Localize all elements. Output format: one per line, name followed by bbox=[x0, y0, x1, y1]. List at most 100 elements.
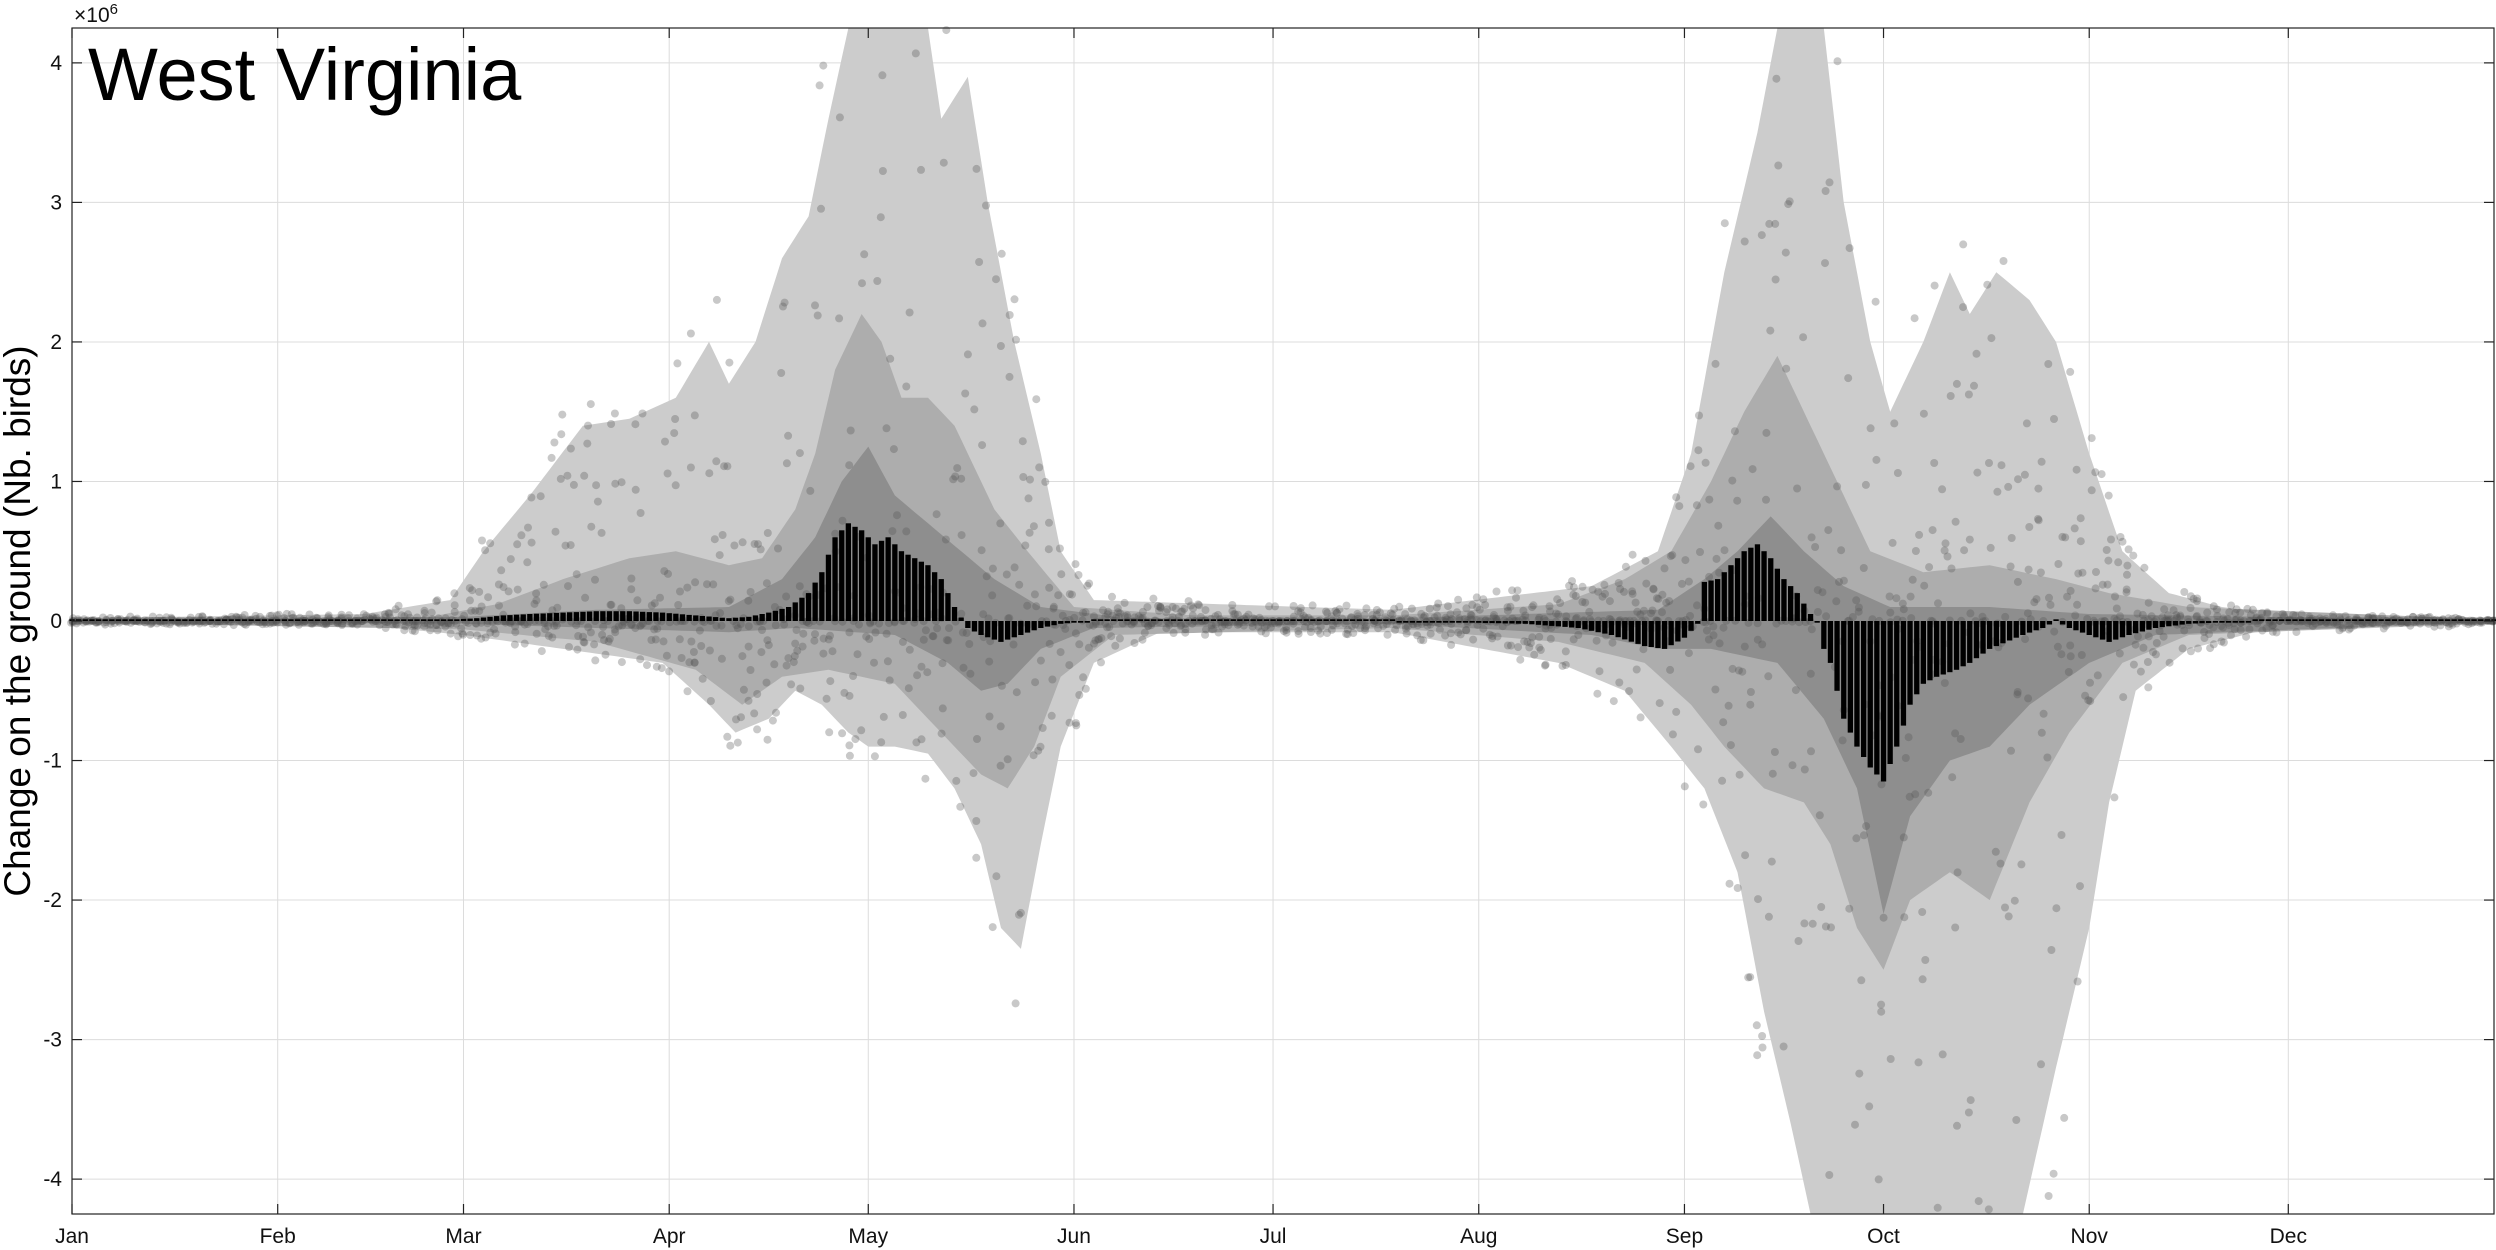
scatter-point bbox=[712, 621, 721, 630]
scatter-point bbox=[1446, 629, 1455, 638]
net-change-bar bbox=[839, 530, 845, 621]
scatter-point bbox=[1202, 625, 1210, 634]
scatter-point bbox=[544, 622, 553, 631]
scatter-point bbox=[789, 658, 798, 667]
scatter-point bbox=[547, 453, 556, 462]
scatter-point bbox=[963, 350, 972, 359]
scatter-point bbox=[1329, 621, 1337, 630]
scatter-point bbox=[1658, 608, 1666, 617]
net-change-bar bbox=[1947, 621, 1953, 673]
net-change-bar bbox=[1894, 621, 1900, 747]
scatter-point bbox=[1188, 611, 1197, 620]
scatter-point bbox=[1953, 868, 1962, 877]
net-change-bar bbox=[2464, 619, 2471, 621]
scatter-point bbox=[1715, 568, 1724, 577]
net-change-bar bbox=[2152, 621, 2159, 628]
scatter-point bbox=[2305, 612, 2314, 621]
scatter-point bbox=[1799, 333, 1808, 342]
scatter-point bbox=[779, 302, 787, 311]
scatter-point bbox=[572, 621, 581, 630]
scatter-point bbox=[1120, 612, 1129, 621]
scatter-point bbox=[1512, 593, 1520, 602]
scatter-point bbox=[2368, 619, 2377, 628]
scatter-point bbox=[2180, 626, 2189, 635]
scatter-point bbox=[1911, 547, 1920, 555]
scatter-point bbox=[1434, 599, 1443, 608]
net-change-bar bbox=[1217, 619, 1223, 621]
scatter-point bbox=[1279, 627, 1288, 636]
scatter-point bbox=[362, 611, 371, 620]
scatter-point bbox=[1321, 617, 1330, 626]
scatter-point bbox=[565, 643, 573, 651]
scatter-point bbox=[368, 612, 377, 621]
y-axis-label: Change on the ground (Nb. birds) bbox=[0, 345, 38, 896]
scatter-point bbox=[2034, 515, 2042, 523]
scatter-point bbox=[272, 611, 281, 620]
net-change-bar bbox=[1429, 621, 1435, 623]
scatter-point bbox=[1552, 609, 1561, 618]
scatter-point bbox=[1782, 364, 1791, 373]
scatter-point bbox=[2209, 640, 2218, 649]
scatter-point bbox=[2369, 619, 2378, 628]
scatter-point bbox=[992, 275, 1000, 284]
scatter-point bbox=[1374, 624, 1383, 633]
net-change-bar bbox=[520, 614, 526, 621]
scatter-point bbox=[1342, 629, 1351, 638]
scatter-point bbox=[2297, 610, 2306, 619]
scatter-point bbox=[1316, 629, 1325, 638]
scatter-point bbox=[1390, 604, 1399, 613]
scatter-point bbox=[2034, 484, 2043, 493]
scatter-point bbox=[1770, 748, 1779, 756]
scatter-point bbox=[569, 480, 578, 489]
scatter-point bbox=[2073, 600, 2082, 609]
net-change-bar bbox=[1509, 621, 1515, 624]
scatter-point bbox=[471, 606, 480, 615]
scatter-point bbox=[1526, 639, 1535, 648]
scatter-point bbox=[1354, 612, 1362, 621]
net-change-bar bbox=[719, 617, 725, 621]
scatter-point bbox=[758, 626, 766, 634]
net-change-bar bbox=[779, 608, 785, 621]
scatter-point bbox=[540, 619, 549, 628]
net-change-bar bbox=[255, 619, 261, 621]
scatter-point bbox=[902, 382, 911, 391]
scatter-point bbox=[532, 589, 541, 598]
scatter-point bbox=[1520, 637, 1529, 646]
scatter-point bbox=[1047, 711, 1056, 720]
scatter-point bbox=[1402, 624, 1410, 633]
net-change-bar bbox=[1044, 621, 1051, 627]
net-change-bar bbox=[1031, 621, 1037, 631]
scatter-point bbox=[2037, 1060, 2045, 1069]
scatter-point bbox=[1195, 601, 1204, 610]
scatter-point bbox=[1600, 580, 1609, 589]
scatter-point bbox=[2227, 601, 2236, 610]
net-change-bar bbox=[633, 611, 639, 621]
net-change-bar bbox=[2172, 621, 2179, 626]
scatter-point bbox=[579, 638, 588, 646]
scatter-point bbox=[1771, 219, 1780, 228]
scatter-point bbox=[739, 685, 748, 694]
scatter-point bbox=[240, 619, 249, 628]
scatter-point bbox=[1224, 621, 1233, 630]
net-change-bar bbox=[2000, 621, 2006, 644]
net-change-bar bbox=[852, 526, 858, 621]
scatter-point bbox=[1214, 610, 1222, 619]
scatter-point bbox=[1481, 601, 1490, 609]
net-change-bar bbox=[1668, 621, 1674, 646]
scatter-point bbox=[1049, 604, 1058, 613]
scatter-point bbox=[997, 681, 1006, 690]
scatter-point bbox=[2445, 619, 2454, 628]
scatter-point bbox=[977, 546, 986, 555]
scatter-point bbox=[454, 632, 463, 641]
y-tick-label: -3 bbox=[43, 1029, 62, 1052]
y-tick-label: 4 bbox=[50, 52, 62, 75]
scatter-point bbox=[322, 619, 331, 628]
net-change-bar bbox=[2444, 619, 2451, 621]
scatter-point bbox=[878, 167, 887, 175]
net-change-bar bbox=[102, 619, 108, 621]
net-change-bar bbox=[2352, 619, 2358, 621]
net-change-bar bbox=[368, 619, 374, 621]
scatter-point bbox=[817, 204, 825, 213]
scatter-point bbox=[1009, 640, 1018, 649]
scatter-point bbox=[762, 678, 771, 687]
